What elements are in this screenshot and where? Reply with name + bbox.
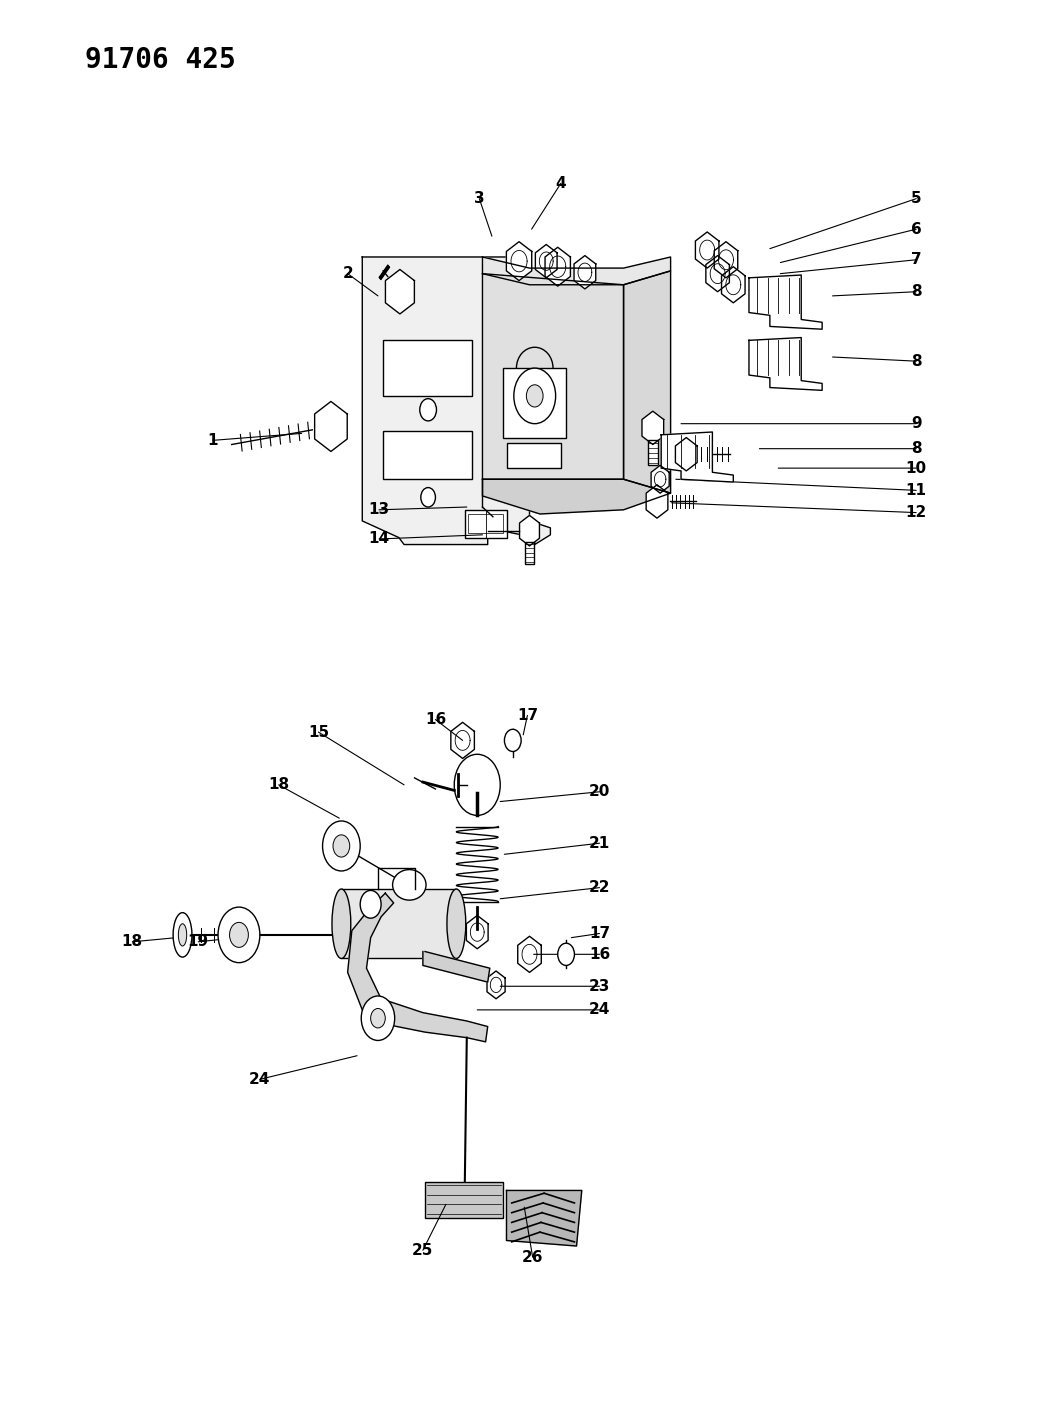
Text: 7: 7 — [911, 253, 921, 267]
Text: 1: 1 — [208, 434, 218, 448]
Text: 18: 18 — [122, 934, 143, 950]
Text: 26: 26 — [522, 1250, 543, 1264]
Polygon shape — [676, 438, 697, 471]
Text: 17: 17 — [589, 926, 610, 941]
Polygon shape — [714, 241, 738, 278]
Bar — [503, 368, 567, 438]
Circle shape — [230, 922, 249, 947]
Ellipse shape — [331, 890, 351, 958]
Polygon shape — [506, 1191, 581, 1246]
Text: 6: 6 — [911, 222, 921, 237]
Text: 18: 18 — [268, 777, 289, 793]
Circle shape — [419, 398, 436, 421]
Polygon shape — [520, 515, 539, 546]
Text: 16: 16 — [425, 713, 446, 727]
Bar — [525, 542, 534, 564]
Text: 11: 11 — [905, 483, 927, 498]
Polygon shape — [536, 244, 557, 278]
Polygon shape — [624, 271, 670, 492]
Circle shape — [514, 368, 556, 424]
Text: 23: 23 — [589, 979, 610, 993]
Circle shape — [333, 835, 349, 857]
Text: 22: 22 — [589, 880, 610, 895]
Text: 15: 15 — [308, 724, 329, 739]
Text: 4: 4 — [556, 175, 567, 191]
Circle shape — [454, 755, 500, 815]
Bar — [383, 341, 472, 396]
Polygon shape — [483, 274, 624, 480]
Text: 5: 5 — [911, 191, 921, 206]
Polygon shape — [646, 485, 668, 518]
Text: 13: 13 — [369, 502, 390, 518]
Polygon shape — [506, 241, 532, 281]
Polygon shape — [706, 255, 730, 292]
Polygon shape — [451, 723, 474, 759]
Polygon shape — [518, 936, 541, 972]
Polygon shape — [642, 411, 664, 445]
Polygon shape — [749, 275, 822, 330]
Ellipse shape — [393, 870, 426, 901]
Bar — [468, 513, 503, 533]
Bar — [506, 443, 561, 469]
Circle shape — [361, 996, 395, 1041]
Bar — [648, 441, 658, 466]
Polygon shape — [362, 257, 551, 544]
Text: 17: 17 — [517, 709, 538, 723]
Polygon shape — [483, 257, 670, 285]
Text: 10: 10 — [905, 460, 927, 476]
Polygon shape — [661, 432, 733, 483]
Polygon shape — [721, 267, 746, 303]
Polygon shape — [466, 915, 488, 948]
Bar — [465, 509, 506, 537]
Polygon shape — [574, 255, 596, 289]
Text: 3: 3 — [474, 191, 485, 206]
Circle shape — [526, 384, 543, 407]
Polygon shape — [749, 338, 822, 390]
Text: 24: 24 — [589, 1002, 610, 1017]
Bar — [341, 890, 456, 958]
Text: 8: 8 — [911, 285, 921, 299]
Text: 9: 9 — [911, 417, 921, 431]
Text: 16: 16 — [589, 947, 610, 962]
Text: 2: 2 — [342, 267, 353, 281]
Polygon shape — [385, 269, 414, 314]
Ellipse shape — [447, 890, 466, 958]
Text: 8: 8 — [911, 354, 921, 369]
Polygon shape — [483, 480, 670, 513]
Text: 8: 8 — [911, 441, 921, 456]
Text: 19: 19 — [187, 934, 209, 950]
Ellipse shape — [173, 912, 192, 957]
Polygon shape — [315, 401, 347, 452]
Circle shape — [323, 821, 360, 871]
Circle shape — [420, 488, 435, 506]
Text: 21: 21 — [589, 836, 610, 850]
Text: 12: 12 — [905, 505, 927, 521]
Circle shape — [558, 943, 574, 965]
Text: 25: 25 — [412, 1243, 433, 1257]
Circle shape — [371, 1009, 385, 1028]
Bar — [383, 431, 472, 480]
Polygon shape — [487, 971, 505, 999]
Circle shape — [218, 908, 259, 962]
Text: 14: 14 — [369, 532, 390, 547]
Bar — [425, 1183, 503, 1218]
Circle shape — [360, 891, 381, 918]
Polygon shape — [423, 951, 489, 982]
Ellipse shape — [178, 923, 186, 946]
Text: 24: 24 — [249, 1072, 270, 1087]
Circle shape — [504, 730, 521, 752]
Text: 20: 20 — [589, 784, 610, 800]
Polygon shape — [545, 247, 571, 286]
Polygon shape — [347, 894, 488, 1042]
Polygon shape — [651, 466, 669, 492]
Text: 91706 425: 91706 425 — [86, 46, 236, 74]
Polygon shape — [696, 231, 719, 268]
